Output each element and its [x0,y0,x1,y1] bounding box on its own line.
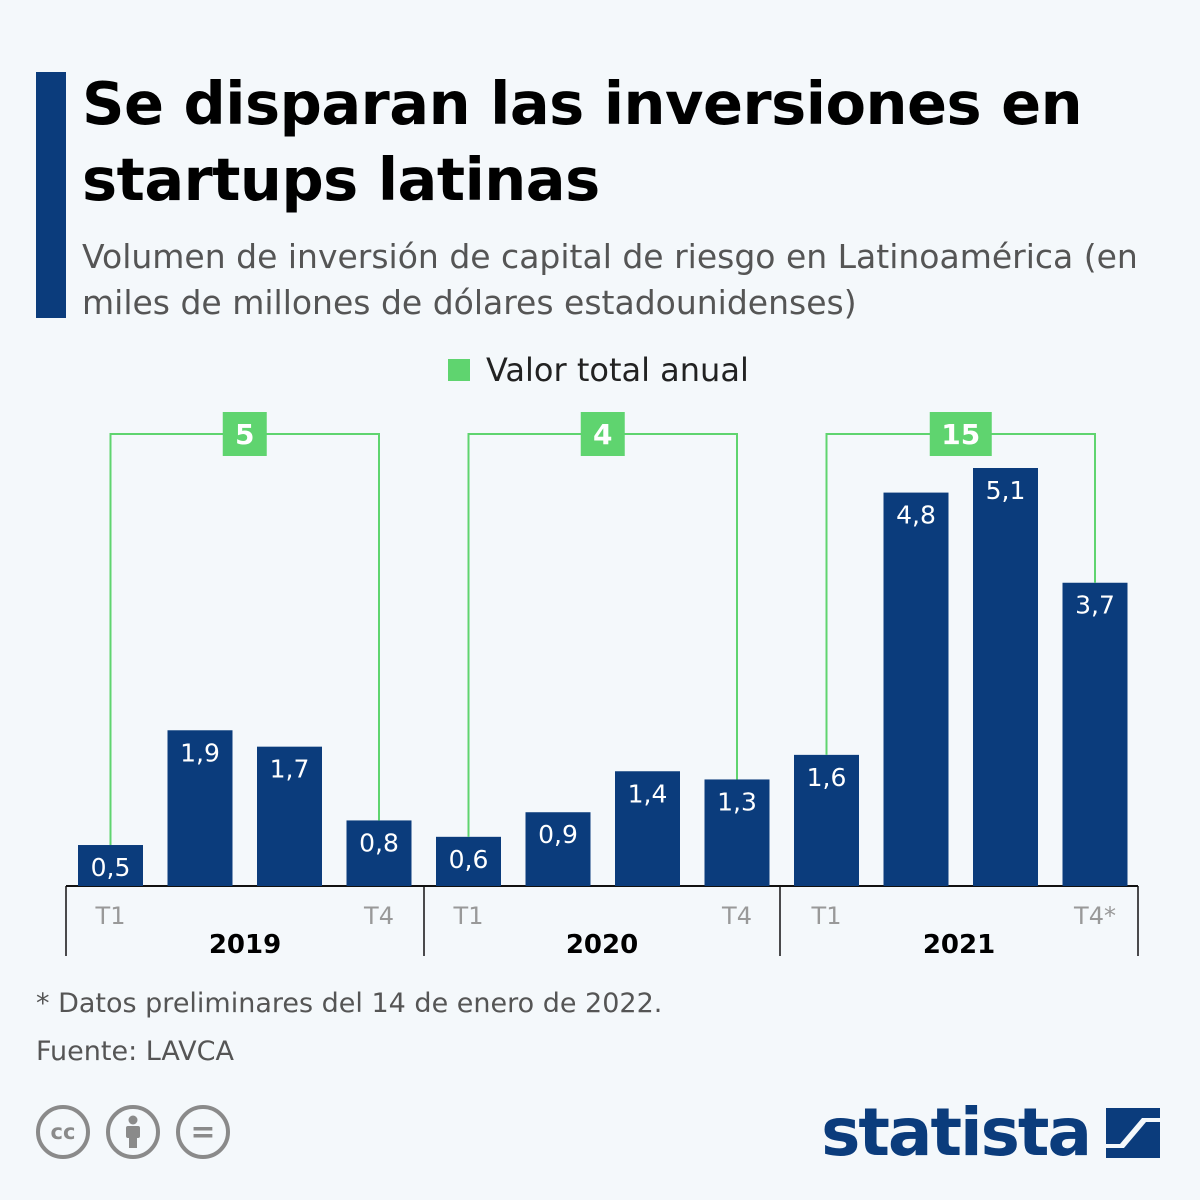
bar-2020-q4 [704,779,770,886]
bar-value-label: 5,1 [986,476,1026,505]
page-subtitle: Volumen de inversión de capital de riesg… [82,237,1138,322]
year-label: 2019 [209,930,281,960]
quarter-tick-label: T1 [453,902,484,930]
bar-value-label: 1,9 [180,738,220,767]
bar-value-label: 0,9 [538,820,578,849]
license-icons: cc = [36,1105,230,1159]
total-badge-2019 [222,412,267,456]
bar-2020-q2 [525,812,591,886]
by-icon[interactable] [106,1105,160,1159]
bar-value-label: 1,3 [717,787,757,816]
total-value-label: 4 [593,418,612,451]
statista-brand[interactable]: statista [821,1098,1164,1168]
total-bracket-2021 [825,433,1096,755]
total-bracket-2020 [467,433,738,837]
quarter-tick-label: T1 [95,902,126,930]
legend-swatch-total [448,359,470,381]
bar-value-label: 4,8 [896,501,936,530]
year-label: 2021 [923,930,995,960]
bar-value-label: 3,7 [1075,591,1115,620]
bar-value-label: 0,5 [91,853,131,882]
statista-logo-icon [1106,1108,1160,1158]
total-value-label: 5 [235,418,254,451]
bar-2021-q2 [883,492,949,886]
brand-name: statista [821,1094,1092,1171]
title-accent-bar [36,72,66,318]
quarter-tick-label: T1 [811,902,842,930]
bar-value-label: 1,4 [628,779,668,808]
bar-value-label: 1,7 [270,755,310,784]
quarter-tick-label: T4 [721,902,752,930]
bar-2021-q4 [1062,582,1128,886]
bar-value-label: 1,6 [807,763,847,792]
bar-value-label: 0,8 [359,828,399,857]
year-label: 2020 [566,930,638,960]
bar-chart: 0,5 1,9 1,7 0,8 5 T1 T4 2019 0,6 0,9 1,4 1,3 4 T1 T4 20… [65,412,1139,960]
legend-label-total: Valor total anual [486,351,749,389]
bar-2021-q1 [794,754,859,886]
bar-2021-q3 [973,468,1038,886]
source-note: Fuente: LAVCA [36,1036,234,1067]
total-badge-2020 [580,412,625,456]
quarter-tick-label: T4 [363,902,394,930]
cc-icon[interactable]: cc [36,1105,90,1159]
total-value-label: 15 [941,418,980,451]
bar-value-label: 0,6 [449,845,489,874]
footnote: * Datos preliminares del 14 de enero de … [36,988,663,1019]
quarter-tick-label: T4* [1073,902,1116,930]
bar-2019-q2 [167,730,233,886]
total-badge-2021 [929,412,992,456]
bar-2020-q1 [436,836,501,886]
chart-legend: Valor total anual [448,350,749,390]
total-bracket-2019 [109,433,380,846]
bar-2019-q1 [78,845,143,886]
nd-icon[interactable]: = [176,1105,230,1159]
bar-2020-q3 [615,771,680,886]
bar-2019-q3 [257,746,322,886]
bar-2019-q4 [346,820,412,886]
page-title: Se disparan las inversiones en startups … [82,69,1083,214]
